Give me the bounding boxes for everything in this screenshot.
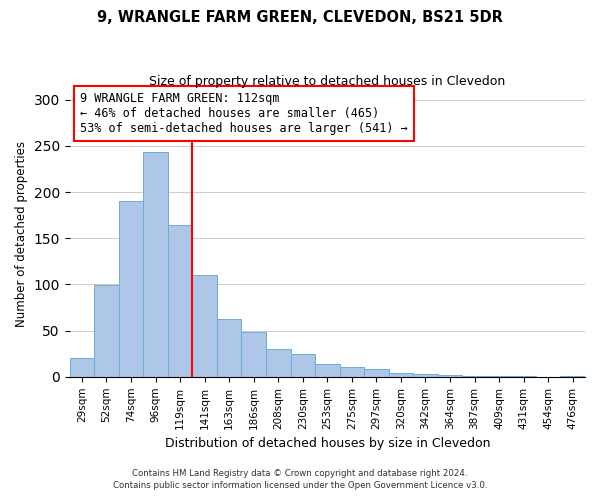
Bar: [389, 373, 413, 377]
Bar: [315, 364, 340, 377]
Bar: [168, 226, 193, 377]
Bar: [364, 370, 389, 377]
Bar: [560, 376, 585, 377]
Bar: [143, 152, 168, 377]
Bar: [94, 286, 119, 377]
Bar: [217, 318, 241, 377]
Bar: [241, 332, 266, 377]
Y-axis label: Number of detached properties: Number of detached properties: [15, 140, 28, 326]
Bar: [511, 376, 536, 377]
Bar: [438, 375, 462, 377]
Bar: [70, 358, 94, 377]
Bar: [119, 202, 143, 377]
Bar: [340, 366, 364, 377]
Title: Size of property relative to detached houses in Clevedon: Size of property relative to detached ho…: [149, 75, 505, 88]
Bar: [413, 374, 438, 377]
Bar: [487, 376, 511, 377]
Text: Contains HM Land Registry data © Crown copyright and database right 2024.
Contai: Contains HM Land Registry data © Crown c…: [113, 468, 487, 490]
Text: 9, WRANGLE FARM GREEN, CLEVEDON, BS21 5DR: 9, WRANGLE FARM GREEN, CLEVEDON, BS21 5D…: [97, 10, 503, 25]
Text: 9 WRANGLE FARM GREEN: 112sqm
← 46% of detached houses are smaller (465)
53% of s: 9 WRANGLE FARM GREEN: 112sqm ← 46% of de…: [80, 92, 408, 135]
Bar: [266, 349, 290, 377]
X-axis label: Distribution of detached houses by size in Clevedon: Distribution of detached houses by size …: [164, 437, 490, 450]
Bar: [290, 354, 315, 377]
Bar: [462, 376, 487, 377]
Bar: [193, 275, 217, 377]
